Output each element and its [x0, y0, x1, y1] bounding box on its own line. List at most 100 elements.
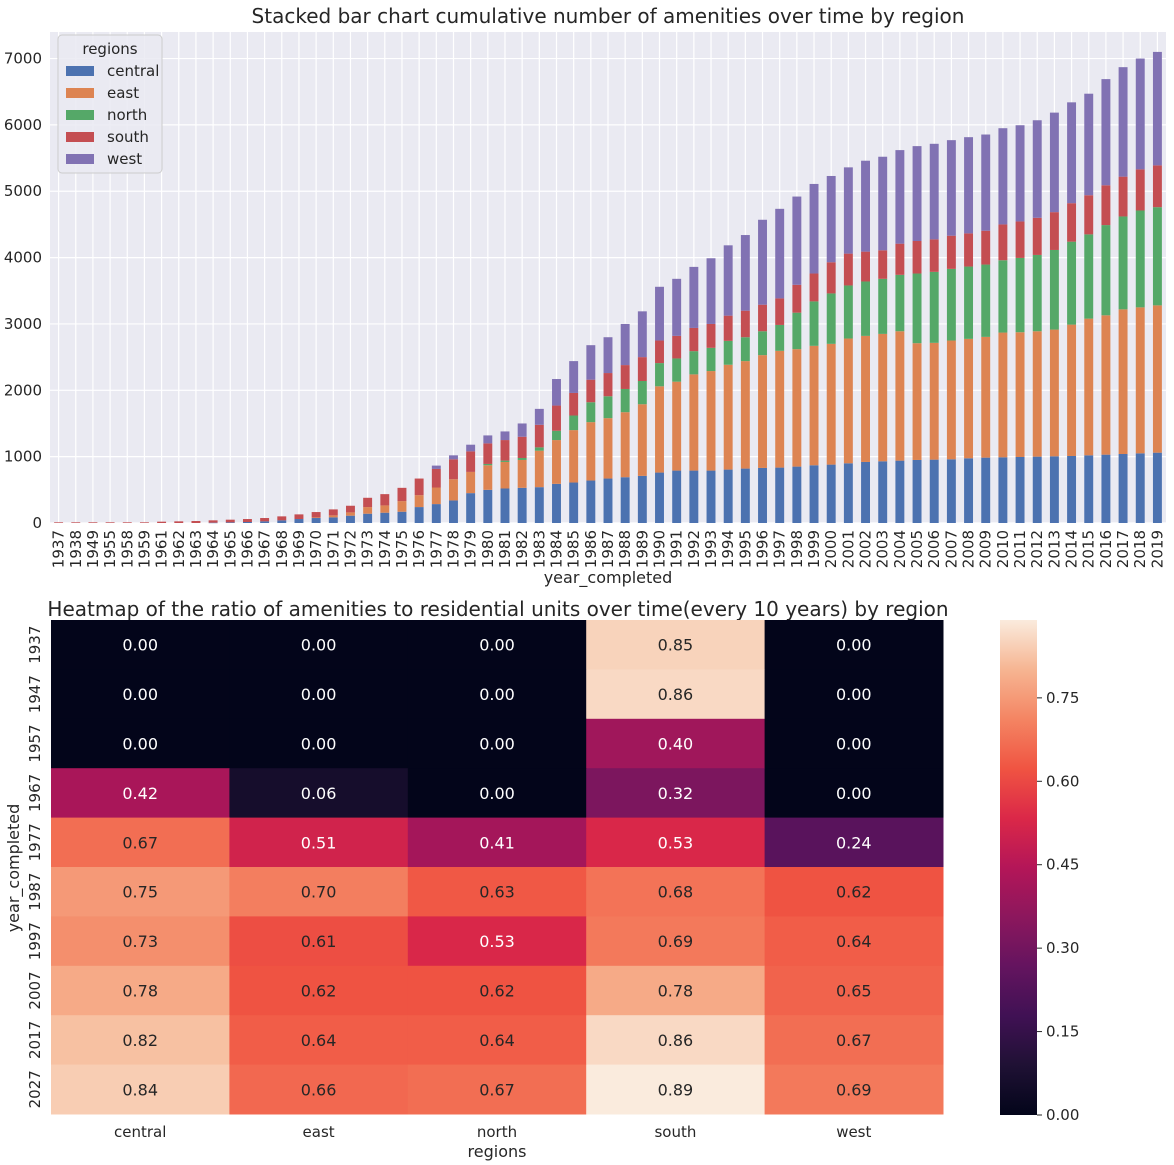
bar-x-tick-label: 1967 — [256, 530, 274, 568]
heatmap-y-axis-label: year_completed — [4, 804, 24, 933]
heatmap-cell-label: 0.62 — [479, 982, 515, 1001]
bar-west-1981 — [500, 431, 510, 441]
bar-x-tick-label: 1984 — [547, 530, 565, 568]
bar-west-1996 — [758, 219, 767, 305]
bar-x-tick-label: 1983 — [530, 530, 548, 568]
bar-east-1982 — [517, 459, 527, 488]
bar-west-2001 — [843, 167, 853, 254]
bar-west-2017 — [1118, 67, 1128, 177]
bar-y-tick-label: 5000 — [4, 182, 42, 200]
bar-y-tick-label: 2000 — [4, 381, 42, 399]
legend-label-south: south — [107, 128, 149, 146]
bar-x-tick-label: 2017 — [1114, 530, 1132, 568]
bar-x-tick-label: 1998 — [788, 530, 806, 568]
heatmap-x-tick-labels: central east north south west — [114, 1123, 872, 1141]
bar-south-1980 — [483, 443, 493, 464]
heatmap-cell-label: 0.40 — [658, 735, 694, 754]
bar-west-1984 — [552, 379, 561, 406]
bar-central-1988 — [620, 477, 630, 523]
bar-east-1983 — [534, 450, 544, 488]
bar-x-tick-label: 2005 — [908, 530, 926, 568]
heatmap-cell-label: 0.00 — [122, 685, 158, 704]
bar-west-1999 — [809, 183, 819, 274]
heatmap-cell — [586, 669, 766, 720]
bar-south-2000 — [826, 262, 836, 294]
bar-north-1998 — [792, 312, 802, 350]
bar-south-2011 — [1015, 221, 1025, 258]
bar-south-1987 — [603, 373, 613, 397]
bar-central-1985 — [569, 482, 579, 523]
bar-east-1991 — [672, 381, 682, 471]
heatmap-cell-label: 0.65 — [836, 982, 872, 1001]
bar-north-2018 — [1135, 210, 1145, 308]
bar-central-1997 — [775, 467, 785, 523]
bar-south-1976 — [414, 478, 424, 496]
heatmap-cell — [51, 669, 230, 720]
bar-x-axis-label: year_completed — [544, 568, 673, 588]
bar-x-tick-label: 1971 — [324, 530, 342, 568]
bar-east-1976 — [414, 495, 424, 508]
heatmap-y-tick-label: 1987 — [26, 873, 44, 911]
bar-legend: regions central east north south west — [57, 34, 163, 174]
bar-south-1937 — [54, 522, 64, 523]
bar-west-2016 — [1101, 79, 1111, 186]
bar-west-2002 — [861, 160, 871, 252]
heatmap-cell-label: 0.75 — [122, 883, 158, 902]
bar-central-1991 — [672, 470, 682, 523]
bar-x-tick-label: 1969 — [290, 530, 308, 568]
bar-south-2015 — [1084, 195, 1094, 235]
bar-east-1975 — [397, 501, 407, 512]
heatmap-y-tick-label: 1997 — [26, 922, 44, 960]
heatmap-cell-label: 0.41 — [479, 833, 515, 852]
colorbar-tick-label: 0.30 — [1046, 939, 1079, 957]
bar-central-2014 — [1067, 455, 1077, 523]
bar-south-1986 — [586, 379, 596, 403]
bar-east-1994 — [723, 364, 733, 470]
bar-south-1968 — [277, 516, 287, 521]
bar-x-tick-label: 2015 — [1080, 530, 1098, 568]
heatmap-cell-label: 0.00 — [836, 685, 872, 704]
bar-south-1974 — [380, 494, 390, 506]
bar-north-2016 — [1101, 225, 1111, 316]
bar-central-2011 — [1015, 456, 1025, 523]
heatmap-cell-label: 0.00 — [301, 636, 337, 655]
heatmap-cell — [407, 1015, 587, 1066]
heatmap-cell-label: 0.85 — [658, 636, 694, 655]
bar-x-tick-label: 1992 — [685, 530, 703, 568]
bar-south-2008 — [964, 233, 974, 267]
bar-north-1986 — [586, 402, 596, 423]
bar-south-2007 — [946, 235, 956, 269]
bar-west-1991 — [672, 278, 682, 336]
bar-north-1982 — [517, 457, 527, 460]
bar-south-2013 — [1049, 212, 1059, 250]
bar-north-2019 — [1152, 207, 1162, 306]
bar-east-1979 — [466, 471, 476, 494]
bar-east-1977 — [431, 487, 441, 505]
heatmap-x-tick-label: south — [654, 1123, 696, 1141]
heatmap-cell-label: 0.06 — [301, 784, 337, 803]
heatmap-y-tick-label: 1957 — [26, 724, 44, 762]
bar-south-1993 — [706, 323, 716, 348]
bar-x-tick-label: 1985 — [565, 530, 583, 568]
heatmap-cell-label: 0.69 — [836, 1080, 872, 1099]
bar-east-2013 — [1049, 329, 1059, 457]
bar-west-2019 — [1152, 51, 1162, 166]
bar-central-2009 — [981, 457, 991, 523]
bar-x-tick-label: 1991 — [668, 530, 686, 568]
bar-north-1984 — [552, 430, 561, 441]
bar-south-1969 — [294, 514, 304, 520]
heatmap-cell-label: 0.67 — [122, 833, 158, 852]
bar-east-1970 — [311, 517, 321, 519]
bar-central-1966 — [242, 522, 252, 523]
heatmap-cell-label: 0.61 — [301, 932, 337, 951]
bar-west-1989 — [637, 311, 647, 358]
bar-west-2003 — [878, 156, 888, 251]
bar-east-1978 — [449, 479, 458, 501]
bar-central-2017 — [1118, 453, 1128, 523]
heatmap-cell — [229, 620, 409, 670]
bar-west-2005 — [912, 146, 922, 242]
colorbar-tick-labels: 0.00 0.15 0.30 0.45 0.60 0.75 — [1037, 689, 1079, 1124]
bar-west-1995 — [740, 235, 750, 311]
bar-x-tick-label: 1981 — [496, 530, 514, 568]
bar-west-2014 — [1067, 102, 1077, 204]
